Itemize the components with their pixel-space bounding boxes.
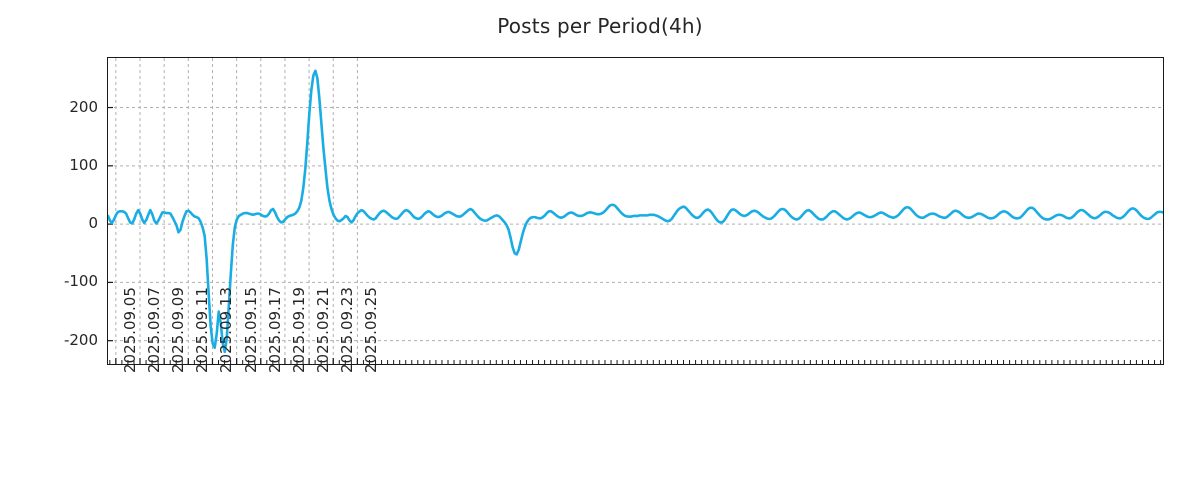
chart-title: Posts per Period(4h) (497, 14, 703, 38)
axis-tick-marks (108, 106, 1162, 364)
x-tick-label: 2025.09.09 (169, 287, 188, 373)
plot-svg (108, 58, 1163, 364)
x-tick-label: 2025.09.17 (265, 287, 284, 373)
y-axis-tick-labels: -200 -100 0 100 200 (0, 0, 98, 500)
y-tick-label: 100 (69, 155, 98, 174)
y-tick-label: 0 (88, 214, 98, 233)
x-tick-label: 2025.09.15 (241, 287, 260, 373)
x-tick-label: 2025.09.21 (314, 287, 333, 373)
x-tick-label: 2025.09.19 (289, 287, 308, 373)
x-tick-label: 2025.09.13 (217, 287, 236, 373)
y-tick-label: -100 (63, 272, 98, 291)
x-tick-label: 2025.09.23 (338, 287, 357, 373)
x-tick-label: 2025.09.05 (120, 287, 139, 373)
plot-area (107, 57, 1164, 365)
y-tick-label: 200 (69, 97, 98, 116)
x-tick-label: 2025.09.07 (145, 287, 163, 373)
x-tick-label: 2025.09.25 (362, 287, 381, 373)
x-tick-label: 2025.09.11 (193, 287, 212, 373)
y-tick-label: -200 (63, 330, 98, 349)
data-series-line (108, 69, 1163, 354)
